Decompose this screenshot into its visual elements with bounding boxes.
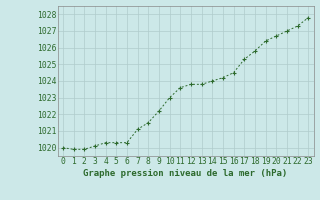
X-axis label: Graphe pression niveau de la mer (hPa): Graphe pression niveau de la mer (hPa): [84, 169, 288, 178]
